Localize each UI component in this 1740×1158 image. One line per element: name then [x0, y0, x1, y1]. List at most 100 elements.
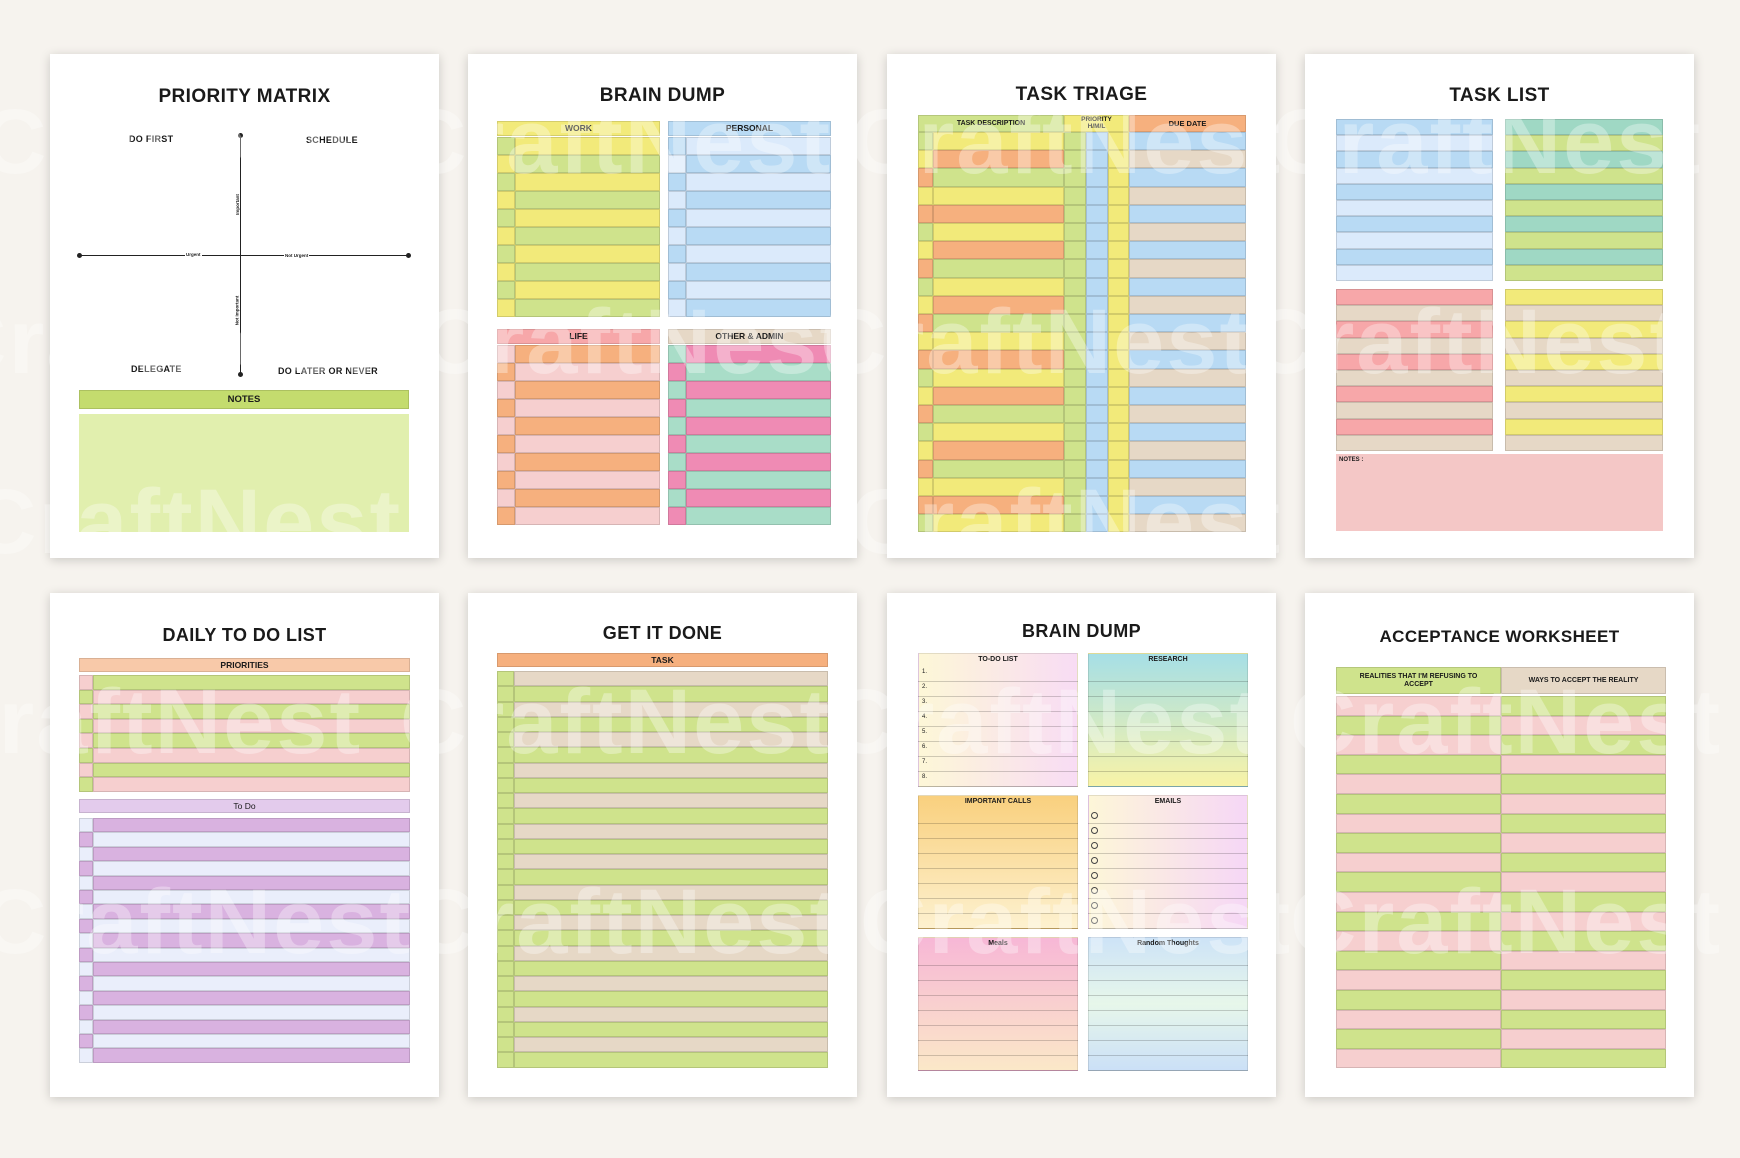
row-checkbox[interactable]	[497, 762, 514, 778]
todo-list-box[interactable]	[918, 653, 1078, 787]
priority-m-cell[interactable]	[1086, 314, 1108, 333]
priority-h-cell[interactable]	[1064, 168, 1086, 187]
row-checkbox[interactable]	[918, 332, 933, 351]
list-row[interactable]	[1336, 353, 1493, 370]
due-date-cell[interactable]	[1129, 241, 1246, 260]
row-checkbox[interactable]	[497, 209, 515, 227]
emails-box[interactable]	[1088, 795, 1248, 929]
priority-l-cell[interactable]	[1108, 241, 1129, 260]
row-checkbox[interactable]	[79, 675, 93, 690]
row-checkbox[interactable]	[497, 1037, 514, 1053]
row-checkbox[interactable]	[918, 277, 933, 296]
list-row[interactable]	[515, 137, 660, 155]
row-checkbox[interactable]	[79, 748, 93, 763]
reality-cell[interactable]	[1336, 774, 1501, 794]
due-date-cell[interactable]	[1129, 350, 1246, 369]
list-row[interactable]	[1505, 353, 1663, 370]
list-row[interactable]	[93, 1005, 410, 1020]
email-checkbox[interactable]	[1091, 842, 1098, 849]
list-row[interactable]	[93, 846, 410, 862]
row-checkbox[interactable]	[497, 945, 514, 961]
acceptance-cell[interactable]	[1501, 892, 1666, 912]
row-checkbox[interactable]	[497, 471, 515, 489]
list-row[interactable]	[1505, 216, 1663, 233]
priority-m-cell[interactable]	[1086, 223, 1108, 242]
row-checkbox[interactable]	[497, 1052, 514, 1068]
row-checkbox[interactable]	[497, 808, 514, 824]
list-row[interactable]	[514, 823, 828, 839]
priority-l-cell[interactable]	[1108, 168, 1129, 187]
row-checkbox[interactable]	[668, 245, 686, 263]
row-checkbox[interactable]	[668, 227, 686, 245]
task-description-cell[interactable]	[933, 459, 1064, 478]
list-row[interactable]	[686, 489, 831, 507]
priority-m-cell[interactable]	[1086, 259, 1108, 278]
row-checkbox[interactable]	[79, 777, 93, 792]
row-checkbox[interactable]	[497, 1021, 514, 1037]
row-checkbox[interactable]	[497, 245, 515, 263]
row-checkbox[interactable]	[79, 718, 93, 734]
priority-l-cell[interactable]	[1108, 277, 1129, 296]
list-row[interactable]	[1336, 200, 1493, 217]
list-row[interactable]	[514, 991, 828, 1007]
list-row[interactable]	[514, 915, 828, 931]
row-checkbox[interactable]	[668, 345, 686, 363]
row-checkbox[interactable]	[497, 263, 515, 281]
priority-m-cell[interactable]	[1086, 386, 1108, 405]
important-calls-box[interactable]	[918, 795, 1078, 929]
row-checkbox[interactable]	[918, 368, 933, 387]
list-row[interactable]	[1505, 321, 1663, 338]
row-checkbox[interactable]	[918, 386, 933, 405]
acceptance-cell[interactable]	[1501, 1048, 1666, 1069]
reality-cell[interactable]	[1336, 715, 1501, 736]
row-checkbox[interactable]	[79, 962, 93, 977]
list-row[interactable]	[1505, 264, 1663, 281]
priority-m-cell[interactable]	[1086, 241, 1108, 260]
due-date-cell[interactable]	[1129, 223, 1246, 242]
list-row[interactable]	[514, 686, 828, 702]
row-checkbox[interactable]	[79, 947, 93, 962]
row-checkbox[interactable]	[668, 209, 686, 227]
priority-l-cell[interactable]	[1108, 259, 1129, 278]
list-row[interactable]	[514, 716, 828, 732]
row-checkbox[interactable]	[668, 263, 686, 281]
row-checkbox[interactable]	[668, 453, 686, 471]
priority-m-cell[interactable]	[1086, 514, 1108, 533]
priority-m-cell[interactable]	[1086, 405, 1108, 424]
task-description-cell[interactable]	[933, 223, 1064, 242]
task-description-cell[interactable]	[933, 496, 1064, 515]
list-row[interactable]	[93, 1019, 410, 1034]
row-checkbox[interactable]	[497, 747, 514, 763]
task-description-cell[interactable]	[933, 168, 1064, 187]
row-checkbox[interactable]	[79, 976, 93, 991]
acceptance-cell[interactable]	[1501, 990, 1666, 1010]
priority-h-cell[interactable]	[1064, 441, 1086, 460]
meals-box[interactable]	[918, 937, 1078, 1071]
row-checkbox[interactable]	[497, 991, 514, 1007]
row-checkbox[interactable]	[497, 489, 515, 507]
row-checkbox[interactable]	[497, 976, 514, 992]
acceptance-cell[interactable]	[1501, 852, 1666, 873]
list-row[interactable]	[1505, 183, 1663, 200]
list-row[interactable]	[514, 671, 828, 687]
due-date-cell[interactable]	[1129, 496, 1246, 515]
priority-h-cell[interactable]	[1064, 459, 1086, 478]
row-checkbox[interactable]	[79, 861, 93, 876]
list-row[interactable]	[514, 976, 828, 992]
list-row[interactable]	[1336, 337, 1493, 354]
reality-cell[interactable]	[1336, 735, 1501, 755]
priority-l-cell[interactable]	[1108, 350, 1129, 369]
row-checkbox[interactable]	[918, 204, 933, 223]
row-checkbox[interactable]	[668, 435, 686, 453]
row-checkbox[interactable]	[668, 363, 686, 381]
reality-cell[interactable]	[1336, 754, 1501, 775]
list-row[interactable]	[514, 884, 828, 900]
row-checkbox[interactable]	[497, 686, 514, 702]
list-row[interactable]	[93, 918, 410, 934]
priority-h-cell[interactable]	[1064, 350, 1086, 369]
due-date-cell[interactable]	[1129, 405, 1246, 424]
list-row[interactable]	[1336, 135, 1493, 152]
list-row[interactable]	[515, 435, 660, 453]
row-checkbox[interactable]	[497, 884, 514, 900]
row-checkbox[interactable]	[497, 899, 514, 915]
